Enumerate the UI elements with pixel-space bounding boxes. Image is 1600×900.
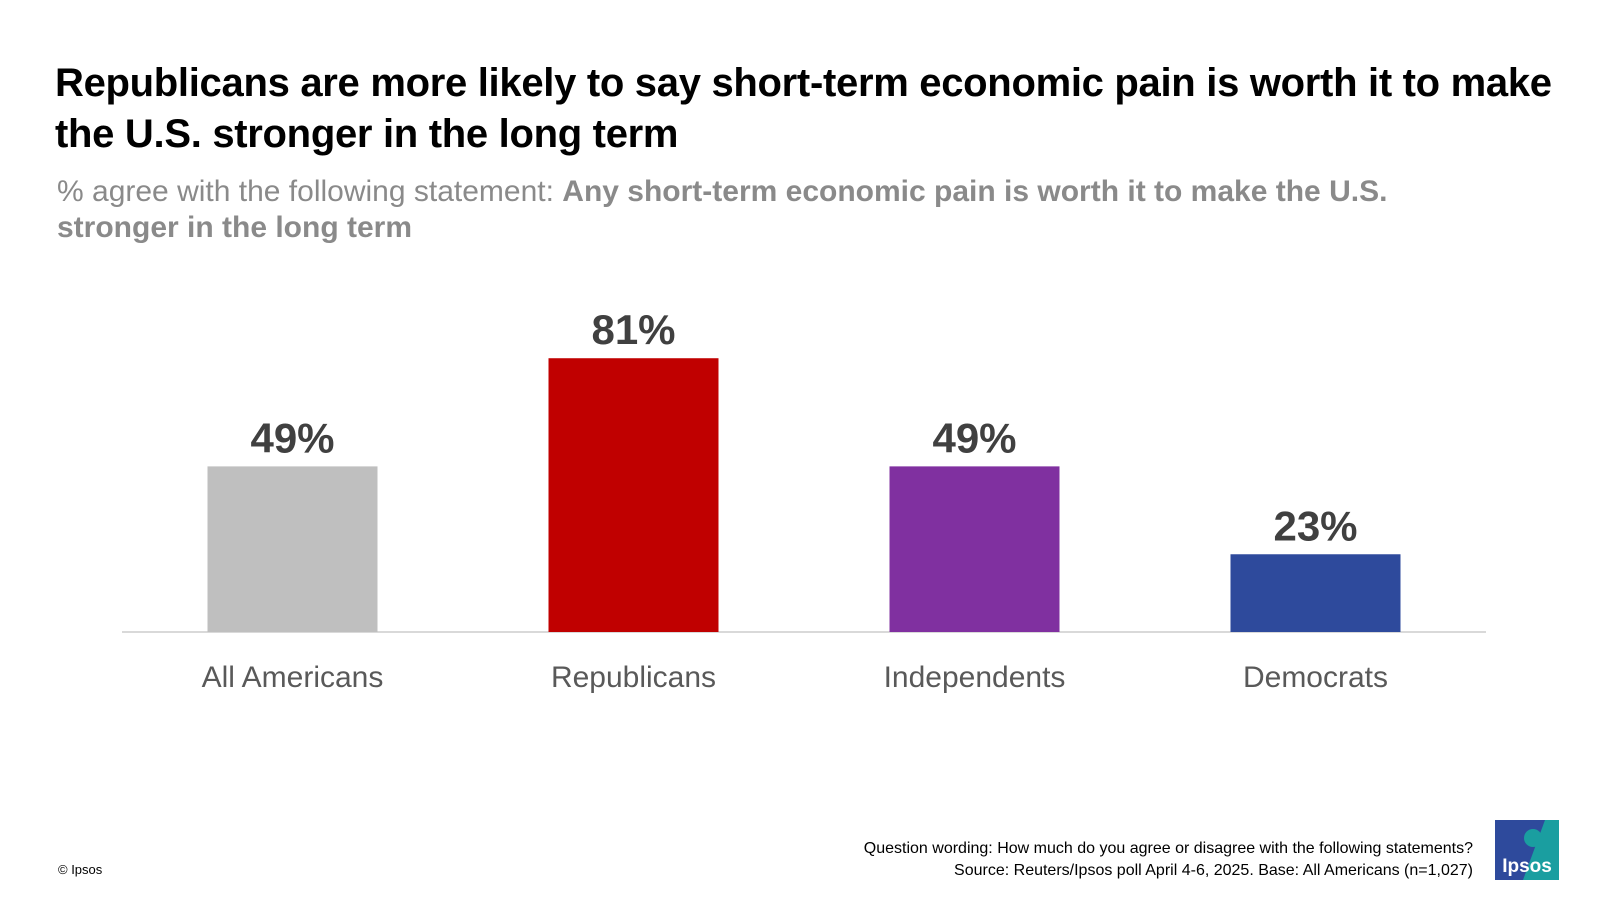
copyright: © Ipsos bbox=[58, 862, 103, 877]
data-label: 81% bbox=[591, 306, 675, 353]
question-wording: Question wording: How much do you agree … bbox=[863, 840, 1473, 857]
bar-independents bbox=[889, 466, 1060, 632]
chart-subtitle: % agree with the following statement: An… bbox=[57, 174, 1497, 246]
data-label: 49% bbox=[250, 414, 334, 461]
logo-head-shape bbox=[1524, 829, 1542, 847]
data-label: 23% bbox=[1273, 502, 1357, 549]
footer-notes: Question wording: How much do you agree … bbox=[864, 838, 1473, 882]
source-note: Source: Reuters/Ipsos poll April 4-6, 20… bbox=[954, 862, 1473, 879]
logo-text: Ipsos bbox=[1502, 856, 1552, 877]
bar-chart: 49% All Americans 81% Republicans 49% Indepen… bbox=[122, 306, 1486, 694]
subtitle-statement: Any short-term economic pain is worth it… bbox=[57, 175, 1388, 244]
category-label: Republicans bbox=[551, 661, 716, 694]
category-label: All Americans bbox=[202, 661, 384, 694]
ipsos-logo: Ipsos bbox=[1495, 820, 1559, 880]
category-label: Democrats bbox=[1243, 661, 1388, 694]
data-label: 49% bbox=[932, 414, 1016, 461]
chart-title: Republicans are more likely to say short… bbox=[55, 61, 1552, 156]
bar-republicans bbox=[548, 358, 719, 632]
subtitle-prefix: % agree with the following statement: bbox=[57, 175, 554, 208]
category-label: Independents bbox=[884, 661, 1066, 694]
bar-all-americans bbox=[207, 466, 378, 632]
bar-democrats bbox=[1230, 554, 1401, 632]
